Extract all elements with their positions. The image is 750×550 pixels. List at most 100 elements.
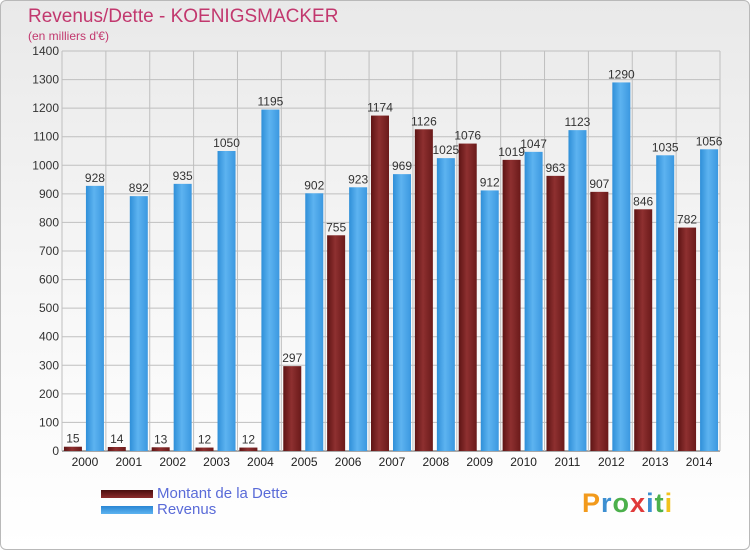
data-label-debt: 12 xyxy=(198,433,212,447)
bar-revenus xyxy=(393,174,411,451)
bar-debt xyxy=(151,447,170,451)
bar-revenus xyxy=(568,130,587,451)
y-tick-label: 600 xyxy=(39,273,59,287)
y-tick-label: 700 xyxy=(39,244,59,258)
data-label-revenus: 1050 xyxy=(213,136,240,150)
bar-debt xyxy=(327,235,346,451)
x-tick-label: 2007 xyxy=(379,455,406,469)
data-label-revenus: 1047 xyxy=(520,137,547,151)
y-tick-label: 400 xyxy=(39,330,59,344)
chart-title: Revenus/Dette - KOENIGSMACKER xyxy=(28,6,339,27)
bar-revenus xyxy=(305,193,324,452)
y-tick-label: 900 xyxy=(39,187,59,201)
y-tick-label: 1300 xyxy=(32,73,59,87)
bar-revenus xyxy=(261,109,280,452)
data-label-debt: 13 xyxy=(154,432,168,446)
legend-label-revenus: Revenus xyxy=(157,501,217,518)
x-tick-label: 2008 xyxy=(423,455,450,469)
bar-debt xyxy=(678,227,697,451)
data-label-debt: 14 xyxy=(110,432,124,446)
data-label-revenus: 928 xyxy=(85,171,105,185)
data-label-revenus: 1035 xyxy=(652,140,679,154)
data-label-revenus: 912 xyxy=(480,175,500,189)
bar-debt xyxy=(502,159,521,451)
data-label-revenus: 902 xyxy=(304,178,324,192)
x-tick-label: 2010 xyxy=(510,455,537,469)
bar-debt xyxy=(634,209,653,451)
x-tick-label: 2012 xyxy=(598,455,625,469)
bar-debt xyxy=(195,447,214,451)
bar-debt xyxy=(63,446,82,451)
bar-debt xyxy=(546,175,565,451)
data-label-revenus: 923 xyxy=(348,172,368,186)
data-label-debt: 846 xyxy=(633,194,653,208)
data-label-debt: 12 xyxy=(242,433,256,447)
logo-letter: i xyxy=(646,488,655,518)
logo-letter: t xyxy=(654,488,665,518)
x-tick-label: 2005 xyxy=(291,455,318,469)
data-label-revenus: 1195 xyxy=(257,95,283,109)
x-tick-label: 2002 xyxy=(159,455,186,469)
data-label-revenus: 935 xyxy=(173,169,193,183)
x-tick-label: 2006 xyxy=(335,455,362,469)
logo-letter: P xyxy=(582,488,602,518)
x-tick-label: 2004 xyxy=(247,455,274,469)
x-tick-label: 2011 xyxy=(555,455,581,469)
bar-revenus xyxy=(349,187,368,452)
x-tick-label: 2001 xyxy=(115,455,142,469)
x-tick-label: 2000 xyxy=(72,455,99,469)
y-tick-label: 200 xyxy=(39,387,59,401)
data-label-debt: 1076 xyxy=(454,129,481,143)
data-label-debt: 15 xyxy=(66,432,80,446)
bar-revenus xyxy=(612,82,631,451)
data-label-debt: 963 xyxy=(545,161,565,175)
data-label-debt: 1126 xyxy=(411,114,437,128)
data-label-revenus: 1123 xyxy=(565,115,591,129)
data-label-revenus: 892 xyxy=(129,181,149,195)
bar-revenus xyxy=(217,151,236,451)
data-label-debt: 907 xyxy=(589,177,609,191)
logo-letter: x xyxy=(630,488,647,518)
y-tick-label: 800 xyxy=(39,215,59,229)
legend-swatch-debt xyxy=(101,490,153,498)
legend-swatch-revenus xyxy=(101,506,153,514)
data-label-debt: 297 xyxy=(282,351,302,365)
data-label-revenus: 969 xyxy=(392,159,412,173)
x-tick-label: 2013 xyxy=(642,455,669,469)
bar-debt xyxy=(283,366,302,451)
data-label-revenus: 1290 xyxy=(608,67,635,81)
bar-debt xyxy=(371,115,389,452)
bar-revenus xyxy=(524,151,543,451)
y-tick-label: 500 xyxy=(39,301,59,315)
bar-debt xyxy=(414,129,433,452)
bar-revenus xyxy=(436,158,455,451)
bar-revenus xyxy=(700,149,719,452)
data-label-debt: 782 xyxy=(677,213,697,227)
bar-revenus xyxy=(129,196,148,451)
bar-debt xyxy=(458,143,477,452)
y-tick-label: 300 xyxy=(39,358,59,372)
bar-revenus xyxy=(656,155,675,452)
bar-debt xyxy=(239,447,258,451)
data-label-revenus: 1056 xyxy=(696,134,723,148)
legend-label-debt: Montant de la Dette xyxy=(157,485,288,502)
proxiti-logo: Proxiti xyxy=(582,488,673,519)
data-label-debt: 1174 xyxy=(367,101,393,115)
x-tick-label: 2014 xyxy=(686,455,713,469)
data-label-debt: 1019 xyxy=(498,145,525,159)
y-tick-label: 1200 xyxy=(32,101,59,115)
bar-debt xyxy=(590,191,609,451)
data-label-debt: 755 xyxy=(326,220,346,234)
bar-debt xyxy=(107,447,126,451)
logo-letter: r xyxy=(601,488,613,518)
y-tick-label: 100 xyxy=(39,415,59,429)
bar-revenus xyxy=(173,183,192,451)
y-tick-label: 1400 xyxy=(32,44,59,58)
bar-revenus xyxy=(480,190,499,451)
logo-letter: i xyxy=(664,488,674,518)
bar-revenus xyxy=(85,185,104,451)
data-label-revenus: 1025 xyxy=(433,143,460,157)
y-tick-label: 1100 xyxy=(33,130,59,144)
x-tick-label: 2009 xyxy=(466,455,493,469)
